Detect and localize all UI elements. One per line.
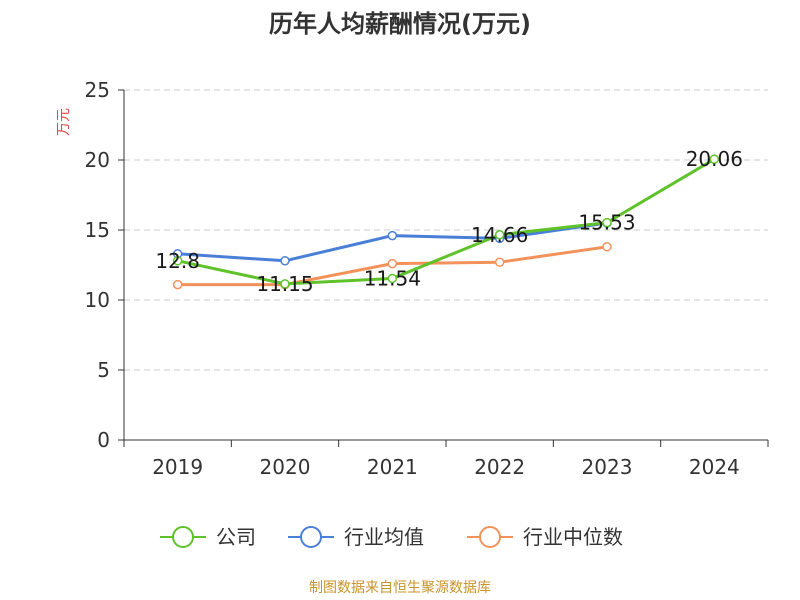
- x-tick-label-2021: 2021: [367, 455, 418, 479]
- data-label: 15.53: [578, 211, 635, 235]
- data-point-行业均值: [280, 256, 290, 266]
- source-note: 制图数据来自恒生聚源数据库: [309, 580, 491, 596]
- data-label: 14.66: [471, 223, 528, 247]
- legend-marker-行业均值: [300, 526, 322, 548]
- data-label: 11.15: [256, 272, 313, 296]
- y-tick-label: 10: [85, 288, 110, 312]
- data-label: 12.8: [155, 249, 200, 273]
- legend-label-公司: 公司: [216, 525, 256, 549]
- y-tick-label: 5: [97, 358, 110, 382]
- legend-label-行业均值: 行业均值: [344, 525, 424, 549]
- data-point-行业中位数: [387, 258, 398, 269]
- axes: 0 5 10 15 20 25 2019 2020 2021 2022 2023 2024: [85, 78, 769, 479]
- data-point-行业中位数: [172, 279, 183, 290]
- legend-marker-行业中位数: [479, 526, 501, 548]
- data-point-公司: [494, 230, 505, 240]
- data-point-公司: [387, 273, 398, 284]
- data-point-公司: [172, 256, 183, 266]
- grid-lines: [124, 89, 768, 371]
- x-tick-label-2023: 2023: [582, 455, 633, 479]
- data-labels: 12.8 11.15 11.54 14.66 15.53 20.06: [155, 147, 743, 296]
- data-point-行业中位数: [602, 242, 612, 252]
- y-tick-label: 15: [85, 218, 110, 242]
- y-axis-unit-label: 万元: [56, 108, 72, 136]
- x-tick-label-2022: 2022: [474, 455, 525, 479]
- data-point-行业中位数: [494, 257, 505, 267]
- data-label: 20.06: [686, 147, 743, 171]
- chart-title: 历年人均薪酬情况(万元): [269, 10, 531, 38]
- data-point-公司: [602, 217, 612, 228]
- data-point-行业均值: [387, 230, 398, 241]
- series-line-公司: [177, 157, 716, 286]
- x-tick-label-2024: 2024: [689, 455, 740, 479]
- data-point-公司: [280, 279, 290, 289]
- series-layer: [172, 154, 720, 290]
- legend-label-行业中位数: 行业中位数: [523, 525, 623, 549]
- x-tick-label-2019: 2019: [152, 455, 203, 479]
- legend-marker-公司: [172, 526, 194, 548]
- data-label: 11.54: [364, 266, 421, 290]
- data-point-公司: [709, 154, 720, 164]
- x-tick-label-2020: 2020: [260, 455, 311, 479]
- y-tick-label: 0: [97, 428, 110, 452]
- legend: 公司 行业均值 行业中位数: [160, 525, 623, 549]
- y-tick-label: 20: [85, 148, 110, 172]
- y-tick-label: 25: [85, 78, 110, 102]
